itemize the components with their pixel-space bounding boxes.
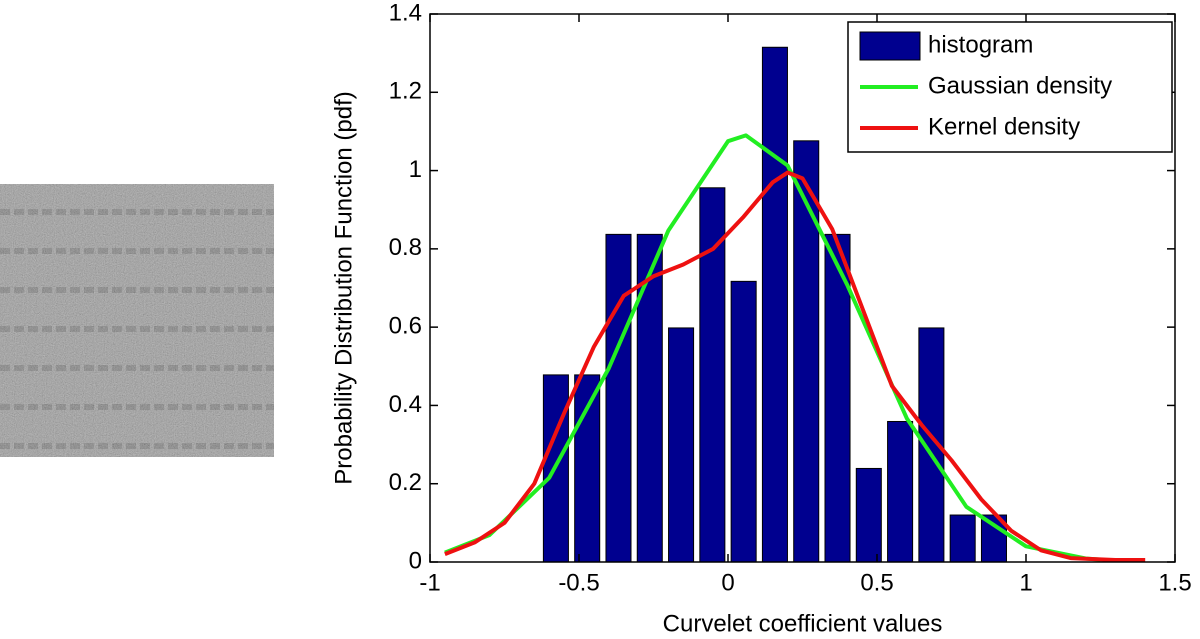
legend: histogram Gaussian density Kernel density — [847, 21, 1173, 153]
bar — [855, 467, 882, 563]
legend-swatch — [859, 31, 921, 61]
legend-label: histogram — [928, 31, 1033, 58]
y-tick-label: 1 — [409, 156, 422, 183]
y-axis-label: Probability Distribution Function (pdf) — [330, 91, 357, 485]
y-tick-label: 1.4 — [389, 0, 422, 26]
legend-label: Kernel density — [928, 113, 1080, 140]
x-axis-label: Curvelet coefficient values — [663, 610, 943, 637]
bar — [949, 514, 976, 563]
x-tick-label: 1 — [1019, 569, 1032, 596]
y-tick-label: 0.6 — [389, 312, 422, 339]
y-tick-label: 0.2 — [389, 469, 422, 496]
x-tick-label: 1.5 — [1158, 569, 1191, 596]
density-line — [444, 133, 1101, 562]
density-line — [444, 170, 1146, 563]
bar — [668, 327, 695, 563]
y-tick-label: 0.8 — [389, 234, 422, 261]
bar — [793, 140, 820, 563]
bar — [605, 233, 632, 563]
bar — [761, 46, 788, 563]
bar — [887, 420, 914, 563]
y-tick-label: 0.4 — [389, 391, 422, 418]
bar — [824, 233, 851, 563]
texture-image — [0, 184, 274, 457]
y-tick-label: 0 — [409, 547, 422, 574]
x-tick-label: -1 — [419, 569, 440, 596]
x-tick-label: -0.5 — [558, 569, 599, 596]
plot: -1 -0.5 0 0.5 1 1.5 0 0.2 0.4 0.6 0.8 1 1.2 1.4 Curvel… — [330, 0, 1191, 637]
bar — [636, 233, 663, 563]
x-tick-label: 0.5 — [860, 569, 893, 596]
bar — [574, 374, 601, 563]
bar — [730, 280, 757, 563]
x-tick-label: 0 — [721, 569, 734, 596]
legend-label: Gaussian density — [928, 72, 1112, 99]
bar — [699, 187, 726, 563]
axes-box — [429, 13, 1176, 563]
y-tick-label: 1.2 — [389, 78, 422, 105]
